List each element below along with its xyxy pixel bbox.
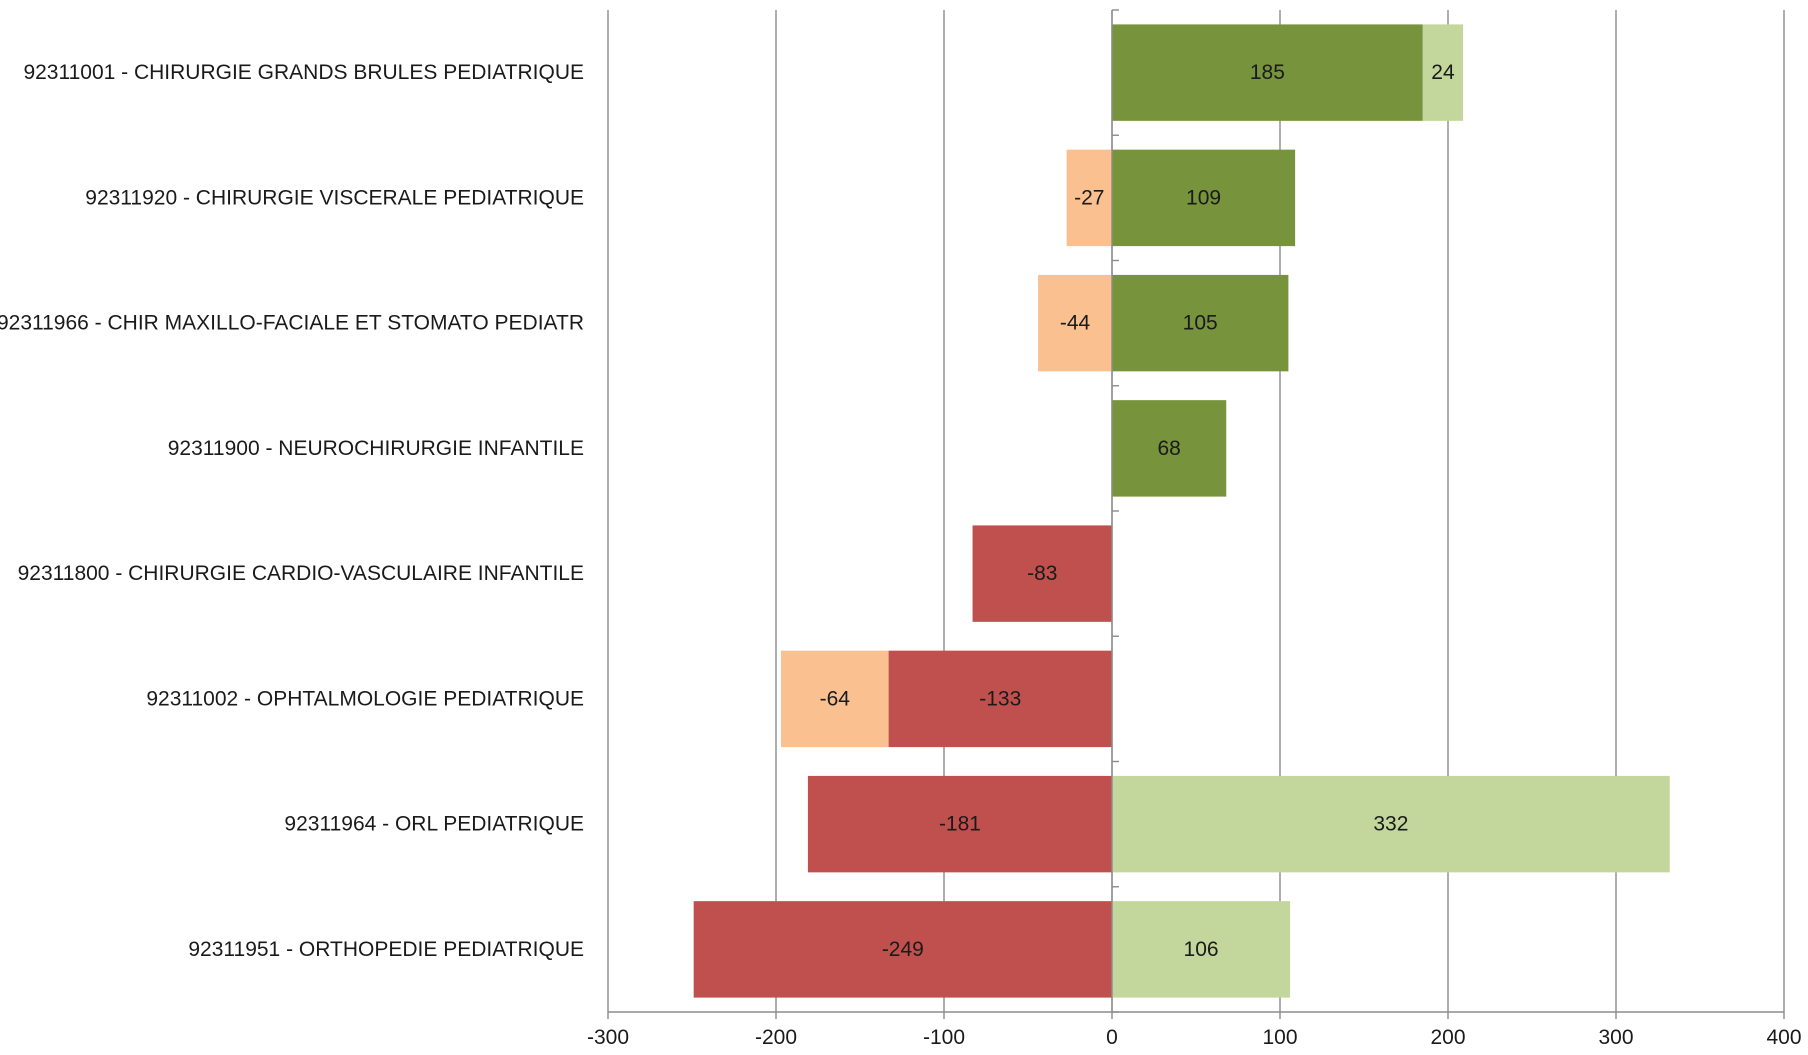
labels: 185 24 92311001 - CHIRURGIE GRANDS BRULES … xyxy=(0,61,1802,1049)
data-label-8-series-1: -249 xyxy=(882,938,924,961)
category-label-7: 92311964 - ORL PEDIATRIQUE xyxy=(284,813,584,836)
bar-1-series-4 xyxy=(1422,24,1464,121)
x-tick-label-300: 300 xyxy=(1598,1026,1633,1049)
data-label-8-series-4: 106 xyxy=(1184,938,1219,961)
bar-5-series-1 xyxy=(972,525,1112,622)
bar-1-series-3 xyxy=(1112,24,1423,121)
bar-4-series-3 xyxy=(1112,400,1227,497)
category-label-1: 92311001 - CHIRURGIE GRANDS BRULES PEDIA… xyxy=(23,61,584,84)
x-tick-label-100: 100 xyxy=(1262,1026,1297,1049)
x-tick-label-200: -200 xyxy=(755,1026,797,1049)
bar-6-series-2 xyxy=(781,650,889,748)
data-label-2-series-3: 109 xyxy=(1186,186,1221,209)
data-label-3-series-3: 105 xyxy=(1183,312,1218,335)
x-tick-label-200: 200 xyxy=(1430,1026,1465,1049)
data-label-2-series-2: -27 xyxy=(1074,186,1104,209)
x-tick-label-100: -100 xyxy=(923,1026,965,1049)
x-tick-label-300: -300 xyxy=(587,1026,629,1049)
data-label-6-series-1: -133 xyxy=(979,687,1021,710)
data-label-5-series-1: -83 xyxy=(1027,562,1057,585)
category-label-3: 92311966 - CHIR MAXILLO-FACIALE ET STOMA… xyxy=(0,312,584,335)
bar-6-series-1 xyxy=(888,650,1112,748)
x-tick-label-400: 400 xyxy=(1766,1026,1801,1049)
axes xyxy=(607,9,1785,1019)
data-label-6-series-2: -64 xyxy=(820,687,851,710)
bar-3-series-2 xyxy=(1038,274,1112,372)
data-label-7-series-1: -181 xyxy=(939,813,981,836)
category-label-4: 92311900 - NEUROCHIRURGIE INFANTILE xyxy=(168,437,584,460)
data-label-1-series-4: 24 xyxy=(1431,61,1455,84)
category-label-8: 92311951 - ORTHOPEDIE PEDIATRIQUE xyxy=(188,938,584,961)
bar-2-series-3 xyxy=(1112,149,1296,247)
bar-7-series-4 xyxy=(1112,775,1670,873)
bar-2-series-2 xyxy=(1066,149,1112,247)
data-label-3-series-2: -44 xyxy=(1060,312,1091,335)
bar-7-series-1 xyxy=(807,775,1112,873)
category-label-6: 92311002 - OPHTALMOLOGIE PEDIATRIQUE xyxy=(146,687,584,710)
category-label-5: 92311800 - CHIRURGIE CARDIO-VASCULAIRE I… xyxy=(18,562,584,585)
bar-8-series-4 xyxy=(1112,901,1291,998)
data-label-4-series-3: 68 xyxy=(1157,437,1180,460)
x-tick-label-0: 0 xyxy=(1106,1026,1118,1049)
bar-3-series-3 xyxy=(1112,274,1289,372)
category-label-2: 92311920 - CHIRURGIE VISCERALE PEDIATRIQ… xyxy=(85,186,584,209)
bars xyxy=(693,24,1670,998)
bar-8-series-1 xyxy=(693,901,1112,998)
data-label-7-series-4: 332 xyxy=(1373,813,1408,836)
data-label-1-series-3: 185 xyxy=(1250,61,1285,84)
